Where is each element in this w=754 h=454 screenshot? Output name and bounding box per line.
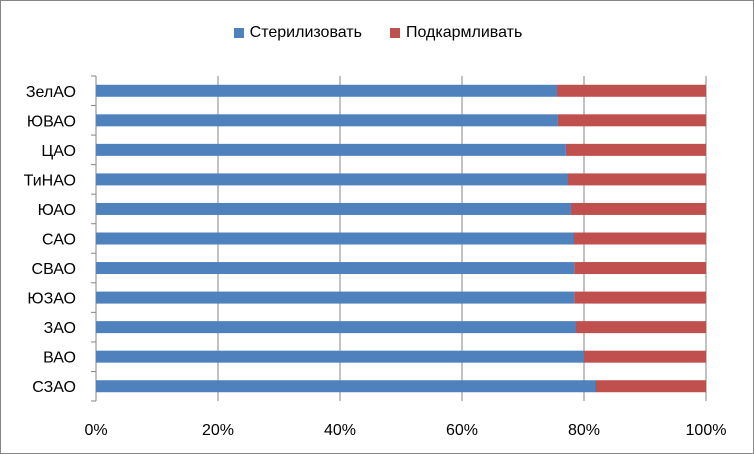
y-tick-label-9: ВАО	[43, 350, 76, 367]
bar-1-7	[574, 291, 706, 304]
legend-swatch-series-1	[389, 28, 400, 38]
bar-1-6	[574, 262, 706, 275]
y-tick-label-0: ЗелАО	[26, 84, 76, 101]
bar-0-3	[96, 173, 568, 186]
bar-1-5	[573, 232, 706, 245]
bar-1-0	[556, 84, 706, 97]
y-tick-label-6: СВАО	[32, 261, 76, 278]
y-tick-label-3: ТиНАО	[24, 172, 76, 189]
y-tick-label-2: ЦАО	[41, 143, 76, 160]
x-tick-label-4: 80%	[568, 422, 600, 439]
bar-0-6	[96, 262, 575, 275]
bar-1-8	[575, 321, 706, 334]
bar-0-8	[96, 321, 576, 334]
y-tick-label-4: ЮАО	[38, 202, 76, 219]
bar-0-0	[96, 84, 557, 97]
bar-1-4	[570, 202, 706, 215]
bar-0-7	[96, 291, 575, 304]
y-tick-label-8: ЗАО	[44, 320, 76, 337]
x-tick-label-0: 0%	[84, 422, 107, 439]
bar-0-10	[96, 380, 595, 393]
legend: Стерилизовать Подкармливать	[1, 23, 754, 43]
x-tick-label-5: 100%	[686, 422, 727, 439]
legend-label-series-0: Стерилизовать	[249, 24, 362, 41]
bar-0-2	[96, 143, 566, 156]
bar-0-4	[96, 202, 571, 215]
y-tick-label-10: СЗАО	[32, 379, 76, 396]
y-tick-label-7: ЮЗАО	[27, 291, 76, 308]
legend-item-series-0: Стерилизовать	[233, 24, 362, 42]
legend-item-series-1: Подкармливать	[389, 24, 523, 42]
x-tick-label-2: 40%	[324, 422, 356, 439]
x-tick-label-3: 60%	[446, 422, 478, 439]
legend-label-series-1: Подкармливать	[405, 24, 523, 41]
bar-1-1	[557, 114, 706, 127]
x-tick-label-1: 20%	[202, 422, 234, 439]
bar-0-1	[96, 114, 558, 127]
bar-1-10	[594, 380, 706, 393]
y-tick-label-1: ЮВАО	[27, 113, 76, 130]
bar-1-2	[565, 143, 706, 156]
bar-0-9	[96, 350, 584, 363]
y-tick-label-5: САО	[42, 232, 76, 249]
bar-1-9	[584, 350, 706, 363]
legend-swatch-series-0	[233, 28, 244, 38]
bar-0-5	[96, 232, 574, 245]
bar-1-3	[567, 173, 706, 186]
